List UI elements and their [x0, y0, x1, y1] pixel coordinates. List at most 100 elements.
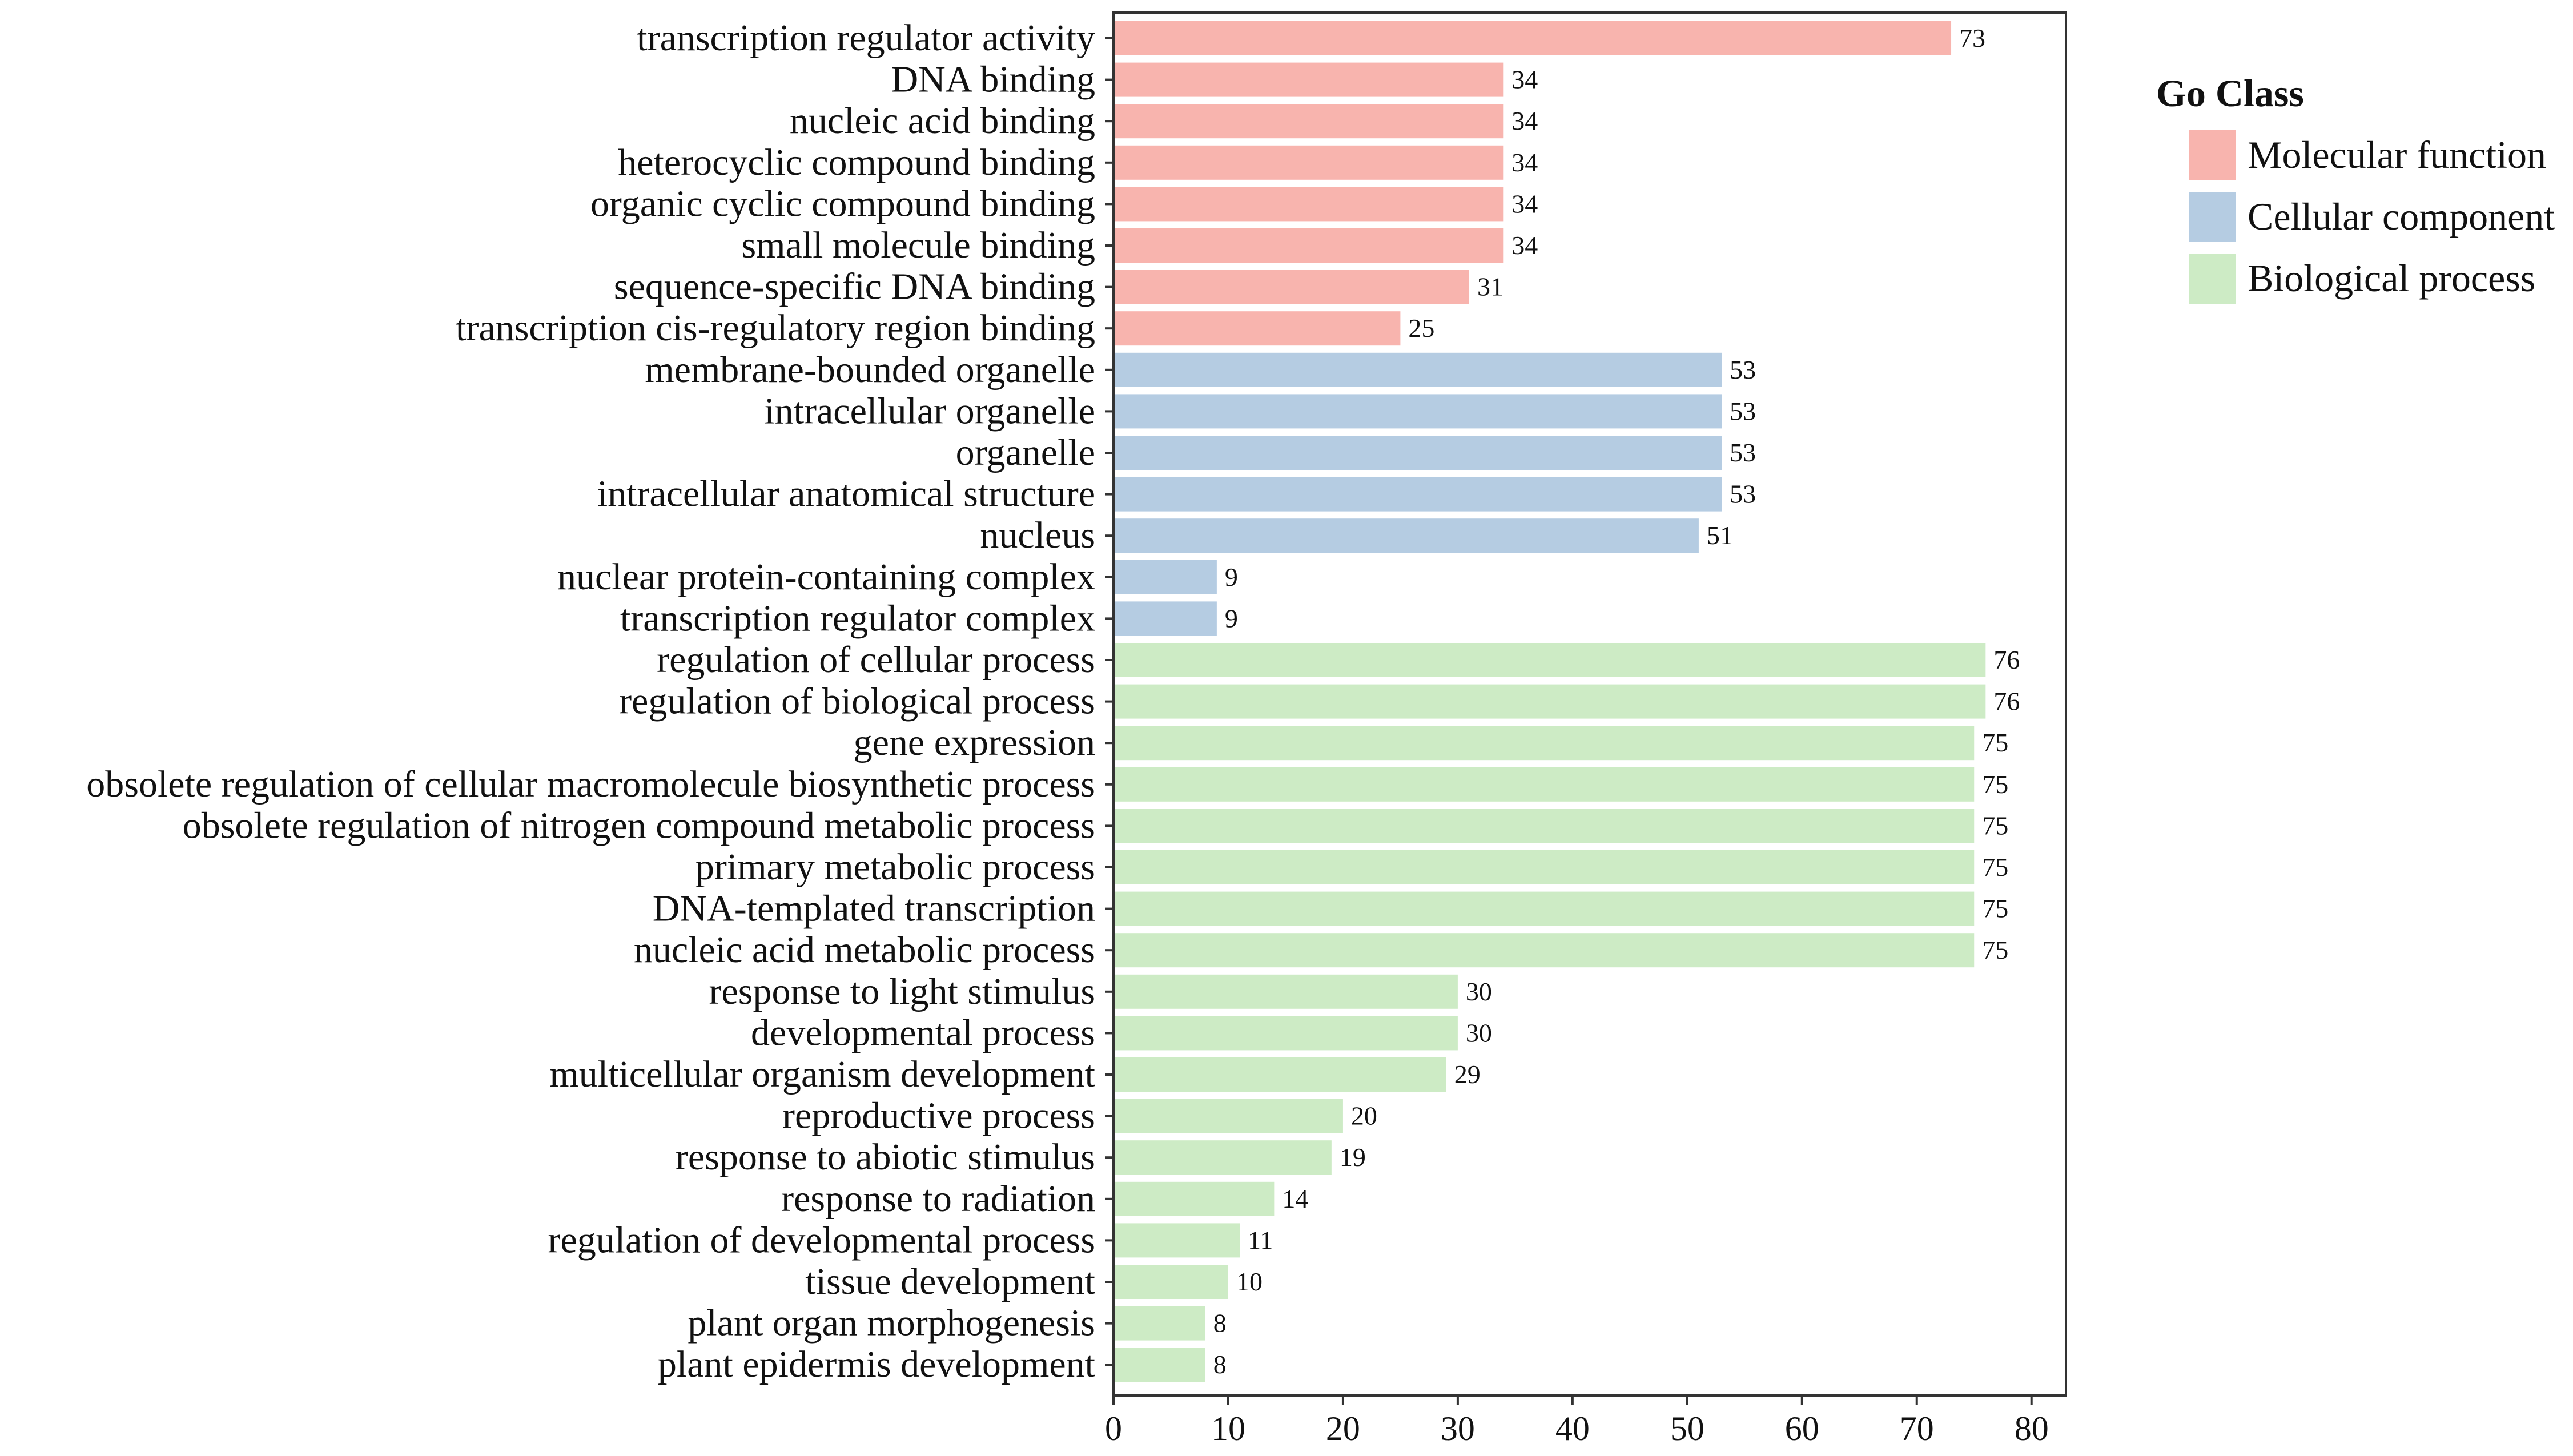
bar-21: [1113, 850, 1975, 884]
bar-value-label: 76: [1993, 687, 2020, 716]
category-label: developmental process: [751, 1012, 1095, 1053]
bar-24: [1113, 974, 1458, 1009]
bar-value-label: 76: [1993, 645, 2020, 674]
bar-value-label: 73: [1959, 23, 1985, 53]
bar-32: [1113, 1306, 1205, 1341]
category-label: transcription regulator activity: [637, 17, 1095, 59]
x-tick-label: 80: [2015, 1410, 2049, 1447]
x-axis: 0 10 20 30 40 50 60 70 80: [1105, 1395, 2049, 1447]
bar-value-label: 53: [1730, 355, 1756, 384]
bar-8: [1113, 311, 1401, 346]
bar-value-label: 10: [1236, 1267, 1263, 1296]
category-label: DNA-templated transcription: [653, 888, 1095, 930]
category-label: nucleic acid binding: [790, 100, 1095, 142]
x-tick-label: 70: [1900, 1410, 1934, 1447]
bar-1: [1113, 21, 1952, 55]
category-label: organic cyclic compound binding: [590, 183, 1095, 224]
legend-key-bp: [2189, 254, 2236, 304]
category-label: transcription cis-regulatory region bind…: [456, 307, 1095, 349]
bar-13: [1113, 518, 1699, 553]
category-label: gene expression: [854, 722, 1095, 763]
category-label: reproductive process: [782, 1095, 1095, 1137]
bar-value-label: 11: [1248, 1225, 1273, 1254]
category-label: obsolete regulation of nitrogen compound…: [183, 805, 1095, 846]
bar-31: [1113, 1265, 1228, 1299]
category-label: regulation of developmental process: [548, 1219, 1095, 1261]
category-label: nuclear protein-containing complex: [557, 556, 1095, 598]
category-label: plant organ morphogenesis: [688, 1302, 1095, 1344]
category-label: regulation of biological process: [619, 681, 1095, 722]
bar-19: [1113, 767, 1975, 802]
bar-value-label: 30: [1466, 977, 1492, 1006]
bar-7: [1113, 270, 1469, 304]
bar-value-label: 34: [1511, 106, 1538, 135]
bar-value-label: 9: [1225, 604, 1238, 633]
bar-value-label: 20: [1351, 1101, 1377, 1131]
bar-value-label: 51: [1707, 521, 1733, 550]
bar-9: [1113, 352, 1722, 387]
plot-frame: [1112, 11, 2067, 1397]
bar-value-label: 75: [1982, 770, 2008, 799]
bar-value-label: 34: [1511, 65, 1538, 94]
bar-value-label: 25: [1408, 313, 1434, 343]
category-label: multicellular organism development: [549, 1053, 1095, 1095]
bar-value-label: 75: [1982, 728, 2008, 757]
legend-key-cc: [2189, 192, 2236, 242]
category-label: organelle: [956, 432, 1095, 473]
bar-value-label: 53: [1730, 438, 1756, 467]
x-tick-label: 40: [1555, 1410, 1590, 1447]
category-label: obsolete regulation of cellular macromol…: [86, 763, 1095, 805]
bar-6: [1113, 228, 1504, 263]
bar-5: [1113, 187, 1504, 222]
category-label: transcription regulator complex: [620, 597, 1095, 639]
category-label: intracellular organelle: [764, 390, 1095, 432]
bar-15: [1113, 601, 1217, 636]
category-label: response to abiotic stimulus: [676, 1136, 1095, 1178]
bar-value-label: 9: [1225, 562, 1238, 592]
bar-value-label: 75: [1982, 852, 2008, 882]
legend-label: Cellular component: [2248, 195, 2555, 238]
bar-11: [1113, 436, 1722, 470]
legend-key-mf: [2189, 130, 2236, 180]
bar-16: [1113, 643, 1986, 677]
bar-25: [1113, 1016, 1458, 1051]
bar-14: [1113, 560, 1217, 594]
bar-23: [1113, 933, 1975, 968]
bar-30: [1113, 1223, 1240, 1258]
bar-value-label: 30: [1466, 1018, 1492, 1047]
bar-10: [1113, 394, 1722, 429]
bar-27: [1113, 1099, 1343, 1133]
category-label: small molecule binding: [741, 224, 1095, 266]
category-label: tissue development: [805, 1261, 1095, 1302]
category-label: response to light stimulus: [709, 971, 1096, 1012]
legend: Go Class Molecular function Cellular compo…: [2156, 71, 2555, 304]
bar-value-label: 29: [1454, 1060, 1481, 1089]
category-label: primary metabolic process: [695, 846, 1095, 888]
category-label: heterocyclic compound binding: [618, 142, 1095, 183]
bar-22: [1113, 891, 1975, 926]
bar-value-label: 31: [1477, 272, 1503, 301]
x-tick-label: 20: [1326, 1410, 1360, 1447]
category-label: response to radiation: [781, 1178, 1095, 1220]
category-label: sequence-specific DNA binding: [614, 266, 1095, 308]
bar-value-label: 75: [1982, 894, 2008, 923]
bar-value-label: 75: [1982, 935, 2008, 964]
category-label: nucleus: [980, 514, 1095, 556]
bar-26: [1113, 1057, 1446, 1092]
category-label: DNA binding: [891, 59, 1095, 100]
legend-title: Go Class: [2156, 71, 2304, 115]
bar-value-label: 19: [1340, 1143, 1366, 1172]
category-label: intracellular anatomical structure: [597, 473, 1095, 515]
bar-28: [1113, 1140, 1332, 1175]
category-label: membrane-bounded organelle: [645, 349, 1095, 391]
category-label: nucleic acid metabolic process: [634, 929, 1095, 971]
bar-value-label: 53: [1730, 480, 1756, 509]
bar-value-label: 53: [1730, 396, 1756, 425]
category-label: regulation of cellular process: [657, 639, 1095, 681]
bar-20: [1113, 809, 1975, 843]
x-tick-label: 0: [1105, 1410, 1122, 1447]
x-tick-label: 60: [1785, 1410, 1819, 1447]
legend-label: Biological process: [2248, 256, 2535, 300]
